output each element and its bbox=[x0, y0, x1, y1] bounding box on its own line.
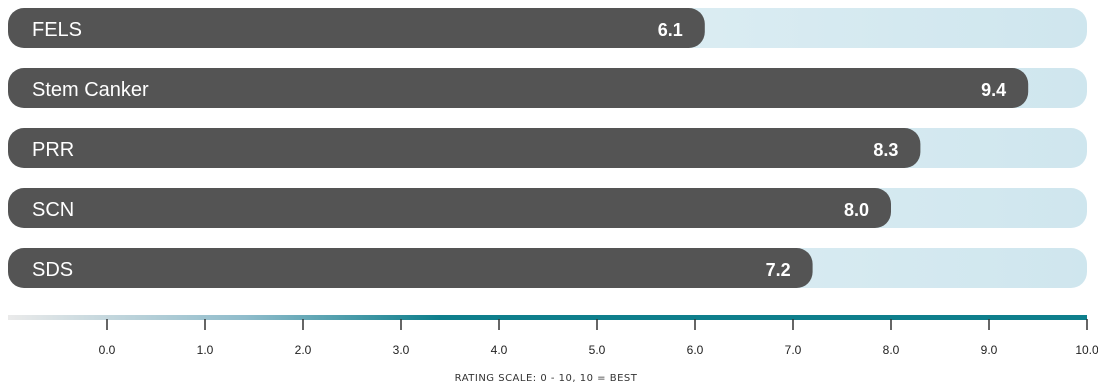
bar-value-fels: 6.1 bbox=[658, 20, 683, 40]
bar-fels bbox=[8, 8, 705, 48]
bar-stem-canker bbox=[8, 68, 1029, 108]
bar-prr bbox=[8, 128, 921, 168]
bar-value-stem-canker: 9.4 bbox=[981, 80, 1006, 100]
tick-label: 2.0 bbox=[295, 343, 312, 357]
bar-label-sds: SDS bbox=[32, 259, 73, 281]
tick-label: 7.0 bbox=[785, 343, 802, 357]
tick-label: 8.0 bbox=[883, 343, 900, 357]
tick-label: 6.0 bbox=[687, 343, 704, 357]
rating-axis: 0.0 1.0 2.0 3.0 4.0 5.0 6.0 7.0 8.0 9.0 10.0 bbox=[8, 315, 1098, 357]
bar-value-prr: 8.3 bbox=[873, 140, 898, 160]
bar-label-scn: SCN bbox=[32, 199, 74, 221]
tick-label: 1.0 bbox=[197, 343, 214, 357]
bar-label-stem-canker: Stem Canker bbox=[32, 79, 149, 101]
axis-line bbox=[8, 315, 1087, 320]
bar-scn bbox=[8, 188, 891, 228]
bar-label-prr: PRR bbox=[32, 139, 74, 161]
tick-label: 5.0 bbox=[589, 343, 606, 357]
bar-value-scn: 8.0 bbox=[844, 200, 869, 220]
bar-value-sds: 7.2 bbox=[766, 260, 791, 280]
bar-sds bbox=[8, 248, 813, 288]
bars: FELS 6.1 Stem Canker 9.4 PRR 8.3 SCN 8.0 SDS 7.2 bbox=[8, 8, 1029, 288]
tick-label: 4.0 bbox=[491, 343, 508, 357]
axis-title: RATING SCALE: 0 - 10, 10 = BEST bbox=[455, 373, 638, 384]
tick-label: 10.0 bbox=[1075, 343, 1098, 357]
bar-label-fels: FELS bbox=[32, 19, 82, 41]
tick-label: 9.0 bbox=[981, 343, 998, 357]
tick-label: 0.0 bbox=[99, 343, 116, 357]
tick-label: 3.0 bbox=[393, 343, 410, 357]
